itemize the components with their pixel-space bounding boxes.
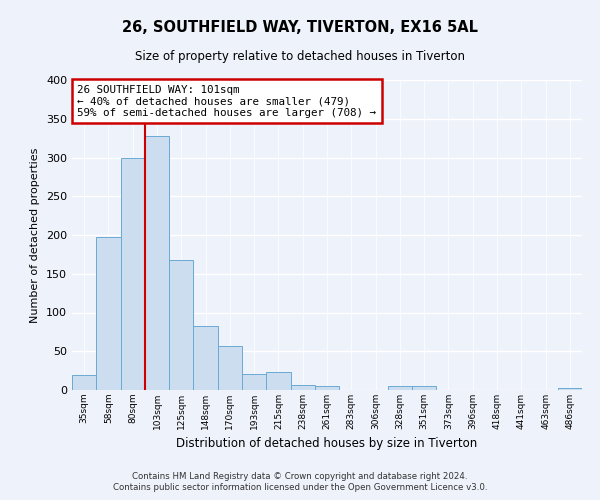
Bar [169,260,193,390]
Bar [315,386,339,390]
Bar [121,158,145,390]
Bar [558,388,582,390]
Bar [266,372,290,390]
Bar [412,386,436,390]
X-axis label: Distribution of detached houses by size in Tiverton: Distribution of detached houses by size … [176,438,478,450]
Text: 26, SOUTHFIELD WAY, TIVERTON, EX16 5AL: 26, SOUTHFIELD WAY, TIVERTON, EX16 5AL [122,20,478,35]
Bar [388,386,412,390]
Text: Contains public sector information licensed under the Open Government Licence v3: Contains public sector information licen… [113,484,487,492]
Bar [218,346,242,390]
Y-axis label: Number of detached properties: Number of detached properties [31,148,40,322]
Bar [290,384,315,390]
Text: Size of property relative to detached houses in Tiverton: Size of property relative to detached ho… [135,50,465,63]
Bar [242,374,266,390]
Text: Contains HM Land Registry data © Crown copyright and database right 2024.: Contains HM Land Registry data © Crown c… [132,472,468,481]
Bar [72,374,96,390]
Bar [96,238,121,390]
Bar [145,136,169,390]
Bar [193,326,218,390]
Text: 26 SOUTHFIELD WAY: 101sqm
← 40% of detached houses are smaller (479)
59% of semi: 26 SOUTHFIELD WAY: 101sqm ← 40% of detac… [77,84,376,118]
